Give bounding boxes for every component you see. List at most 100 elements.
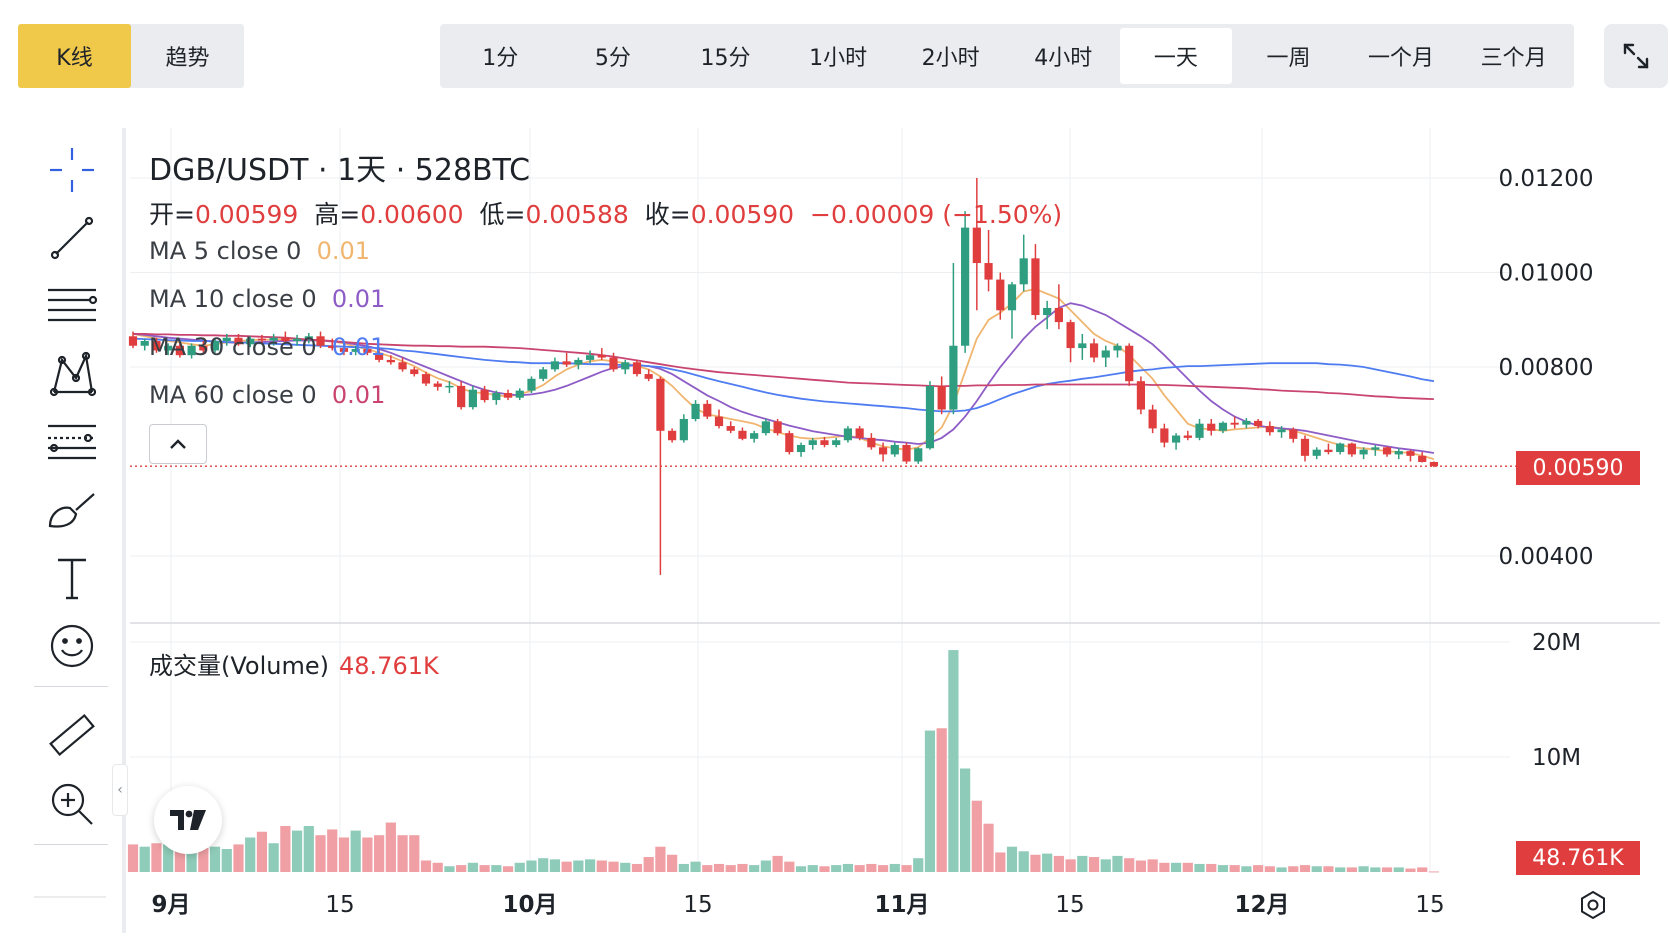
volume-bar <box>561 861 572 872</box>
chevron-up-icon <box>170 439 186 449</box>
candle-body <box>761 421 770 434</box>
interval-1m[interactable]: 1分 <box>482 46 519 71</box>
volume-bar <box>186 845 197 872</box>
candle-body <box>351 349 360 352</box>
candle-body <box>398 362 407 370</box>
candle-body <box>574 359 583 365</box>
text-tool[interactable] <box>34 548 110 608</box>
interval-1h[interactable]: 1小时 <box>809 46 868 71</box>
fib-tool[interactable] <box>34 412 110 472</box>
candle-body <box>902 444 911 462</box>
candle-body <box>1078 343 1087 349</box>
price-tick-label: 0.00400 <box>1498 544 1593 570</box>
volume-bar <box>749 865 760 872</box>
price-tick-label: 0.01000 <box>1498 261 1593 287</box>
crosshair-tool[interactable] <box>34 140 110 200</box>
trend-line-tool[interactable] <box>34 208 110 268</box>
interval-1d[interactable]: 一天 <box>1119 28 1233 84</box>
volume-bar <box>502 866 514 872</box>
candle-body <box>1218 422 1228 431</box>
volume-bar <box>1170 862 1182 872</box>
toolbar-divider <box>34 844 108 845</box>
ohlc-row: 开=0.00599 高=0.00600 低=0.00588 收=0.00590 … <box>149 195 1062 231</box>
volume-bar <box>1217 865 1229 872</box>
volume-bar <box>1370 867 1381 872</box>
crosshair-icon <box>50 148 94 192</box>
candle-body <box>257 338 267 341</box>
tab-kline[interactable]: K线 <box>18 24 131 88</box>
volume-bar <box>631 863 643 872</box>
candle-body <box>269 337 278 341</box>
ma60-legend: MA 60 close 0 0.01 <box>149 381 385 409</box>
volume-bar <box>479 865 490 872</box>
ruler-tool[interactable] <box>34 706 110 766</box>
candle-body <box>949 345 958 410</box>
interval-4h[interactable]: 4小时 <box>1034 46 1093 71</box>
candle-body <box>644 374 653 379</box>
volume-bar <box>596 860 607 872</box>
zoom-in-tool[interactable] <box>34 774 110 834</box>
candle-body <box>292 338 302 342</box>
interval-5m[interactable]: 5分 <box>594 46 631 71</box>
fullscreen-button[interactable] <box>1604 24 1668 88</box>
horizontal-lines-tool[interactable] <box>34 276 110 336</box>
candle-body <box>621 362 630 370</box>
candle-body <box>187 345 196 356</box>
volume-bar <box>491 865 502 872</box>
candle-body <box>1160 428 1169 443</box>
settings-icon <box>1581 890 1605 920</box>
volume-bar <box>245 837 256 872</box>
interval-2h[interactable]: 2小时 <box>921 46 980 71</box>
volume-bar <box>151 843 162 872</box>
toolbar-divider <box>34 686 108 687</box>
x-tick-label: 15 <box>1415 892 1444 918</box>
volume-bar <box>1417 867 1428 872</box>
interval-15m[interactable]: 15分 <box>700 46 751 71</box>
ma30-legend: MA 30 close 0 0.01 <box>149 333 385 361</box>
volume-bar <box>1311 866 1322 872</box>
volume-bar <box>514 862 525 872</box>
candle-body <box>1265 426 1274 433</box>
volume-bar <box>924 730 936 872</box>
candle-body <box>1207 423 1216 431</box>
candle-body <box>820 440 829 445</box>
emoji-tool[interactable] <box>34 616 110 676</box>
volume-bar <box>163 844 174 872</box>
candle-body <box>1089 343 1099 358</box>
tab-trend[interactable]: 趋势 <box>165 46 210 71</box>
candle-body <box>703 403 712 417</box>
volume-bar <box>538 858 549 872</box>
volume-bar <box>584 859 596 872</box>
volume-bar <box>467 862 478 872</box>
interval-3mo[interactable]: 三个月 <box>1480 46 1547 71</box>
candle-body <box>1171 435 1181 443</box>
x-tick-label: 10月 <box>502 892 557 918</box>
ma10-legend: MA 10 close 0 0.01 <box>149 285 385 313</box>
volume-bar <box>1405 868 1416 872</box>
chart-settings-button[interactable] <box>1576 888 1610 922</box>
interval-1w[interactable]: 一周 <box>1266 46 1311 71</box>
volume-bar <box>948 650 959 872</box>
ma30-label: MA 30 close 0 <box>149 333 317 361</box>
ruler-icon <box>49 713 95 757</box>
brush-tool[interactable] <box>34 480 110 540</box>
candle-body <box>996 279 1005 311</box>
toolbar-collapse-handle[interactable]: ‹ <box>112 764 128 816</box>
volume-bar <box>362 837 373 872</box>
candle-body <box>363 349 372 353</box>
candle-body <box>1371 447 1380 450</box>
tradingview-logo[interactable] <box>154 786 222 854</box>
candle-body <box>1324 449 1333 453</box>
price-tick-label: 0.01200 <box>1498 166 1593 192</box>
candle-body <box>281 337 290 342</box>
emoji-icon <box>50 624 94 668</box>
interval-1mo[interactable]: 一个月 <box>1368 46 1435 71</box>
candle-body <box>480 389 489 401</box>
volume-bar <box>1124 858 1135 872</box>
ma30-value: 0.01 <box>331 333 386 361</box>
volume-bar <box>1253 865 1264 872</box>
pattern-tool[interactable] <box>34 344 110 404</box>
candle-body <box>972 227 981 264</box>
collapse-legend-button[interactable] <box>149 424 207 464</box>
